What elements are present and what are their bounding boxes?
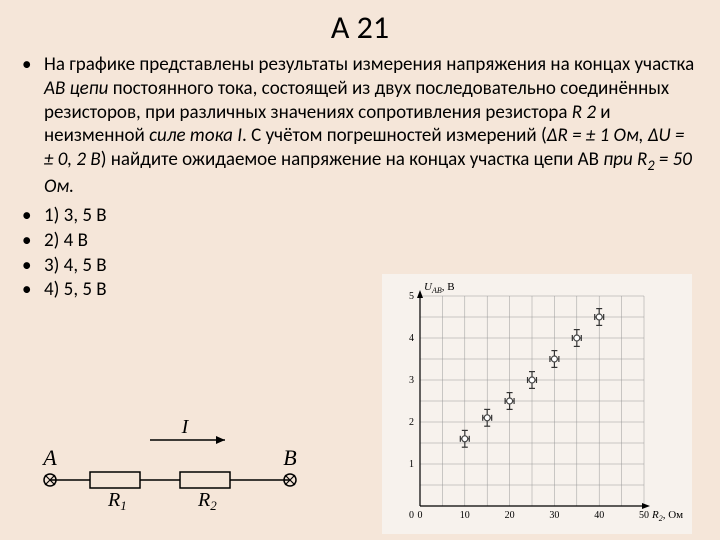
- figures: A B I R1 R2 01020304050123450UАВ, ВR2, О…: [0, 300, 720, 540]
- t11: 2: [647, 156, 654, 174]
- svg-text:R2, Ом: R2, Ом: [651, 509, 683, 523]
- svg-text:50: 50: [639, 510, 649, 521]
- page-title: А 21: [0, 0, 720, 53]
- label-R1: R1: [107, 489, 127, 510]
- option-2: 2) 4 В: [40, 229, 696, 254]
- label-B: B: [283, 445, 296, 470]
- svg-text:40: 40: [594, 510, 604, 521]
- option-1: 1) 3, 5 В: [40, 204, 696, 229]
- t7: . С учётом погрешностей измерений (: [242, 124, 547, 147]
- content: На графике представлены результаты измер…: [0, 53, 720, 303]
- problem-text: На графике представлены результаты измер…: [40, 53, 696, 198]
- label-I: I: [181, 416, 190, 438]
- scatter-chart: 01020304050123450UАВ, ВR2, Ом: [382, 274, 692, 534]
- label-A: A: [41, 445, 57, 470]
- t9: ) найдите ожидаемое напряжение на концах…: [101, 148, 604, 171]
- t4: R 2: [572, 101, 596, 124]
- svg-text:1: 1: [409, 459, 414, 470]
- t2: АВ цепи: [44, 77, 108, 100]
- svg-text:30: 30: [549, 510, 559, 521]
- t6: силе тока I: [149, 124, 242, 147]
- svg-text:5: 5: [409, 291, 414, 302]
- t10: при R: [603, 148, 647, 171]
- circuit-diagram: A B I R1 R2: [30, 410, 310, 510]
- svg-text:10: 10: [460, 510, 470, 521]
- svg-text:20: 20: [505, 510, 515, 521]
- svg-text:2: 2: [409, 417, 414, 428]
- t1: На графике представлены результаты измер…: [44, 53, 694, 76]
- svg-text:4: 4: [409, 333, 414, 344]
- svg-text:0: 0: [409, 510, 414, 521]
- svg-text:3: 3: [409, 375, 414, 386]
- label-R2: R2: [197, 489, 217, 510]
- svg-text:0: 0: [418, 510, 423, 521]
